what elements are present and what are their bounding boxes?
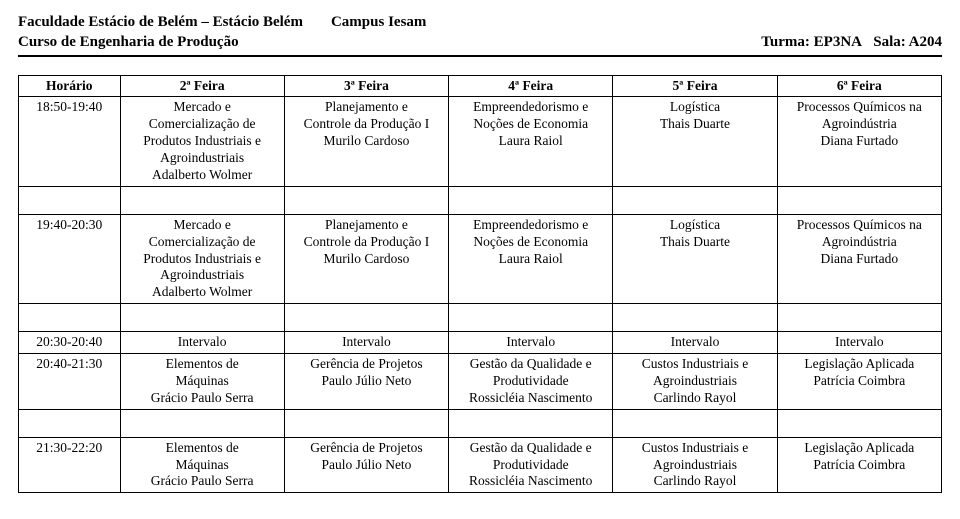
table-row: 20:30-20:40IntervaloIntervaloIntervaloIn… (19, 332, 942, 354)
schedule-cell: Intervalo (120, 332, 284, 354)
gap-cell (120, 186, 284, 214)
table-header: Horário2ª Feira3ª Feira4ª Feira5ª Feira6… (19, 75, 942, 97)
gap-row (19, 409, 942, 437)
schedule-cell: Empreendedorismo eNoções de EconomiaLaur… (449, 214, 613, 303)
schedule-cell: Custos Industriais eAgroindustriaisCarli… (613, 354, 777, 410)
schedule-cell: Gerência de ProjetosPaulo Júlio Neto (284, 437, 448, 493)
schedule-cell: Elementos deMáquinasGrácio Paulo Serra (120, 354, 284, 410)
header-line-1: Faculdade Estácio de Belém – Estácio Bel… (18, 12, 942, 32)
schedule-cell: Mercado eComercialização deProdutos Indu… (120, 97, 284, 186)
schedule-cell: Gerência de ProjetosPaulo Júlio Neto (284, 354, 448, 410)
schedule-cell: Planejamento eControle da Produção IMuri… (284, 97, 448, 186)
time-cell: 20:40-21:30 (19, 354, 121, 410)
gap-cell (613, 409, 777, 437)
schedule-cell: Intervalo (449, 332, 613, 354)
gap-cell (19, 409, 121, 437)
gap-cell (449, 409, 613, 437)
schedule-cell: Intervalo (284, 332, 448, 354)
gap-cell (777, 186, 941, 214)
schedule-cell: Intervalo (613, 332, 777, 354)
col-day: 3ª Feira (284, 75, 448, 97)
room-label: Sala: A204 (873, 34, 942, 50)
schedule-cell: Planejamento eControle da Produção IMuri… (284, 214, 448, 303)
schedule-cell: Empreendedorismo eNoções de EconomiaLaur… (449, 97, 613, 186)
institution-name: Faculdade Estácio de Belém – Estácio Bel… (18, 12, 303, 32)
col-day: 4ª Feira (449, 75, 613, 97)
table-row: 21:30-22:20Elementos deMáquinasGrácio Pa… (19, 437, 942, 493)
course-name: Curso de Engenharia de Produção (18, 32, 239, 52)
schedule-cell: Gestão da Qualidade eProdutividadeRossic… (449, 437, 613, 493)
schedule-cell: Processos Químicos naAgroindústriaDiana … (777, 97, 941, 186)
header-line-2: Curso de Engenharia de Produção Turma: E… (18, 32, 942, 52)
gap-cell (19, 186, 121, 214)
schedule-cell: Processos Químicos naAgroindústriaDiana … (777, 214, 941, 303)
schedule-cell: Gestão da Qualidade eProdutividadeRossic… (449, 354, 613, 410)
schedule-cell: Mercado eComercialização deProdutos Indu… (120, 214, 284, 303)
time-cell: 18:50-19:40 (19, 97, 121, 186)
schedule-cell: LogísticaThais Duarte (613, 97, 777, 186)
header-divider (18, 55, 942, 57)
schedule-cell: Custos Industriais eAgroindustriaisCarli… (613, 437, 777, 493)
gap-cell (613, 304, 777, 332)
class-room: Turma: EP3NA Sala: A204 (761, 32, 942, 52)
schedule-cell: Legislação AplicadaPatrícia Coimbra (777, 354, 941, 410)
gap-cell (120, 409, 284, 437)
col-time: Horário (19, 75, 121, 97)
schedule-cell: Elementos deMáquinasGrácio Paulo Serra (120, 437, 284, 493)
gap-cell (284, 409, 448, 437)
campus-name: Campus Iesam (331, 12, 426, 32)
col-day: 6ª Feira (777, 75, 941, 97)
schedule-cell: Legislação AplicadaPatrícia Coimbra (777, 437, 941, 493)
gap-cell (777, 409, 941, 437)
time-cell: 20:30-20:40 (19, 332, 121, 354)
time-cell: 21:30-22:20 (19, 437, 121, 493)
gap-cell (449, 186, 613, 214)
gap-row (19, 186, 942, 214)
table-row: 19:40-20:30Mercado eComercialização dePr… (19, 214, 942, 303)
table-row: 18:50-19:40Mercado eComercialização dePr… (19, 97, 942, 186)
schedule-cell: Intervalo (777, 332, 941, 354)
schedule-cell: LogísticaThais Duarte (613, 214, 777, 303)
gap-cell (613, 186, 777, 214)
gap-cell (449, 304, 613, 332)
class-label: Turma: EP3NA (761, 34, 862, 50)
gap-cell (120, 304, 284, 332)
gap-row (19, 304, 942, 332)
col-day: 5ª Feira (613, 75, 777, 97)
gap-cell (777, 304, 941, 332)
col-day: 2ª Feira (120, 75, 284, 97)
gap-cell (284, 186, 448, 214)
gap-cell (19, 304, 121, 332)
gap-cell (284, 304, 448, 332)
time-cell: 19:40-20:30 (19, 214, 121, 303)
schedule-table: Horário2ª Feira3ª Feira4ª Feira5ª Feira6… (18, 75, 942, 494)
table-row: 20:40-21:30Elementos deMáquinasGrácio Pa… (19, 354, 942, 410)
